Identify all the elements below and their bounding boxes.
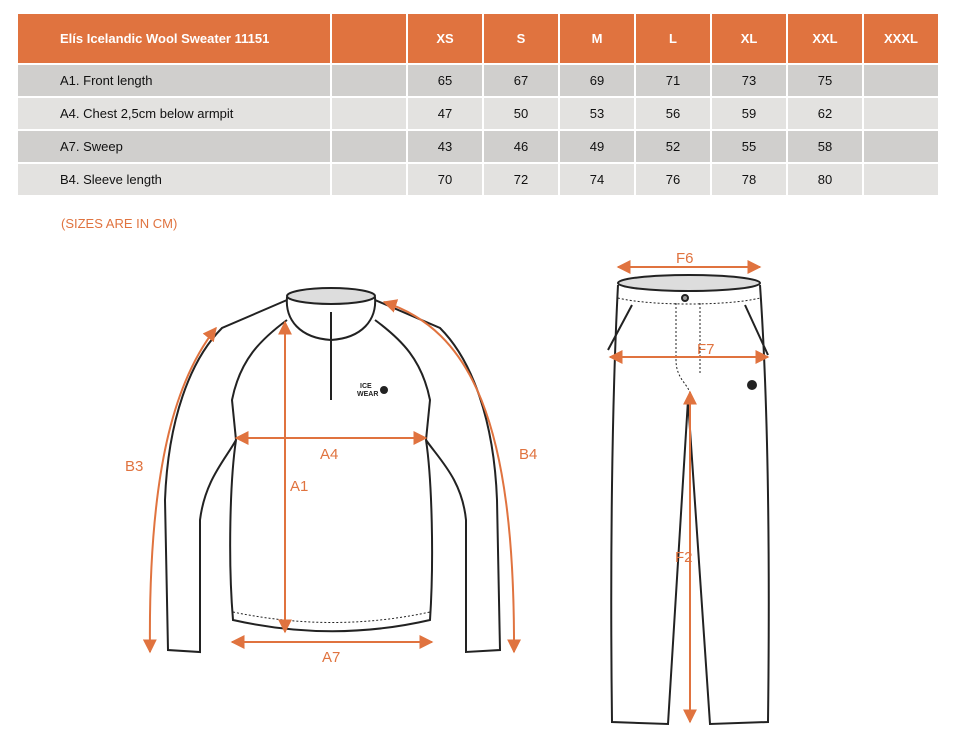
cell: 71	[636, 65, 710, 96]
cell: 76	[636, 164, 710, 195]
table-row: A7. Sweep 43 46 49 52 55 58	[18, 131, 938, 162]
cell: 69	[560, 65, 634, 96]
blank-cell	[332, 98, 406, 129]
ice-wear-logo: ICE WEAR	[357, 383, 388, 398]
cell: 78	[712, 164, 786, 195]
cell: 58	[788, 131, 862, 162]
cell: 74	[560, 164, 634, 195]
cell: 53	[560, 98, 634, 129]
blank-cell	[332, 164, 406, 195]
size-table: Elís Icelandic Wool Sweater 11151 XS S M…	[16, 12, 940, 197]
cell: 47	[408, 98, 482, 129]
cell: 67	[484, 65, 558, 96]
label-b4: B4	[519, 446, 537, 463]
cell	[864, 65, 938, 96]
cell	[864, 98, 938, 129]
cell: 55	[712, 131, 786, 162]
blank-cell	[332, 65, 406, 96]
label-a1: A1	[290, 478, 308, 495]
cell: 80	[788, 164, 862, 195]
row-label: B4. Sleeve length	[18, 164, 330, 195]
row-label: A7. Sweep	[18, 131, 330, 162]
cell: 50	[484, 98, 558, 129]
cell: 56	[636, 98, 710, 129]
arrow-b4	[382, 299, 522, 654]
size-header: S	[484, 14, 558, 63]
size-header: M	[560, 14, 634, 63]
label-f7: F7	[697, 341, 715, 358]
size-header: XS	[408, 14, 482, 63]
table-row: B4. Sleeve length 70 72 74 76 78 80	[18, 164, 938, 195]
cell	[864, 131, 938, 162]
table-row: A1. Front length 65 67 69 71 73 75	[18, 65, 938, 96]
svg-text:WEAR: WEAR	[357, 391, 378, 398]
cell: 46	[484, 131, 558, 162]
label-f2: F2	[675, 549, 693, 566]
size-header: XXXL	[864, 14, 938, 63]
label-b3: B3	[125, 458, 143, 475]
cell: 43	[408, 131, 482, 162]
row-label: A4. Chest 2,5cm below armpit	[18, 98, 330, 129]
arrow-b3	[142, 326, 217, 654]
cell: 59	[712, 98, 786, 129]
size-header: XL	[712, 14, 786, 63]
cell: 49	[560, 131, 634, 162]
blank-cell	[332, 131, 406, 162]
pants-drawing	[607, 274, 770, 726]
blank-cell	[332, 14, 406, 63]
sweater-drawing	[163, 287, 502, 654]
cell: 72	[484, 164, 558, 195]
cell: 73	[712, 65, 786, 96]
units-note: (SIZES ARE IN CM)	[61, 216, 178, 231]
table-row: A4. Chest 2,5cm below armpit 47 50 53 56 59 6…	[18, 98, 938, 129]
size-header: XXL	[788, 14, 862, 63]
label-f6: F6	[676, 250, 694, 267]
product-title: Elís Icelandic Wool Sweater 11151	[18, 14, 330, 63]
cell: 52	[636, 131, 710, 162]
cell: 70	[408, 164, 482, 195]
cell: 62	[788, 98, 862, 129]
label-a7: A7	[322, 649, 340, 666]
measurement-arrows	[142, 260, 770, 724]
cell: 75	[788, 65, 862, 96]
cell	[864, 164, 938, 195]
table-header-row: Elís Icelandic Wool Sweater 11151 XS S M…	[18, 14, 938, 63]
row-label: A1. Front length	[18, 65, 330, 96]
label-a4: A4	[320, 446, 338, 463]
cell: 65	[408, 65, 482, 96]
svg-text:ICE: ICE	[360, 383, 372, 390]
size-header: L	[636, 14, 710, 63]
